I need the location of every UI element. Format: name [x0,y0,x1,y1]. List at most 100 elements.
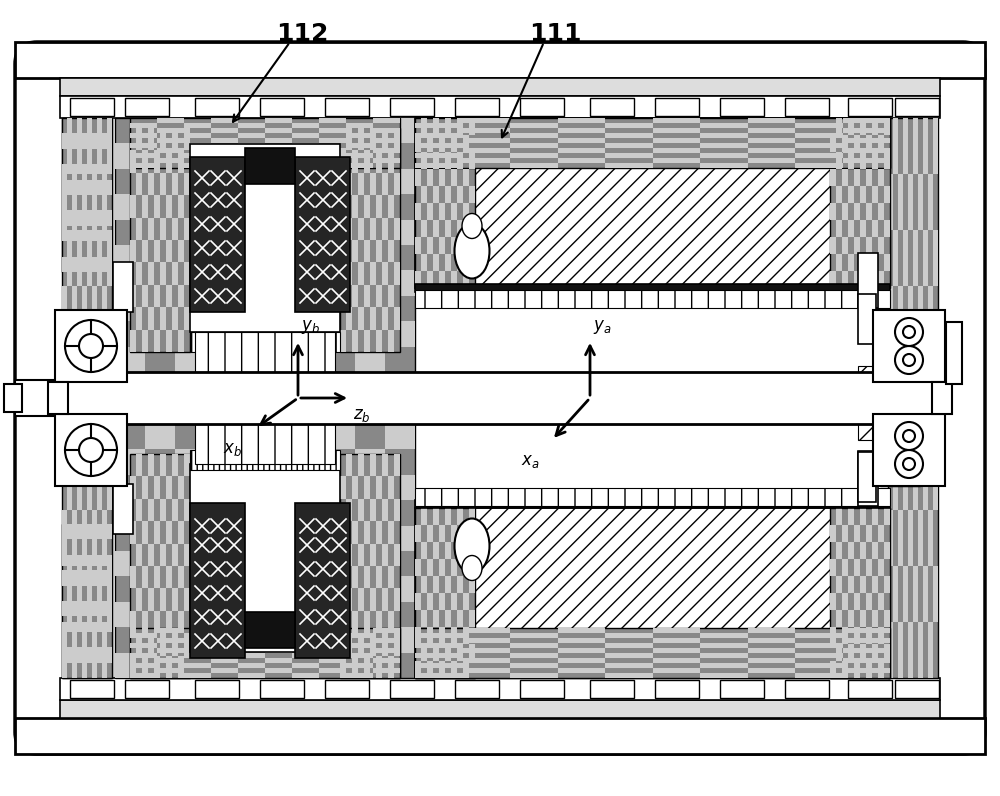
Bar [451,525,457,542]
Bar [352,240,358,263]
Bar [558,138,605,143]
Bar [352,521,358,544]
Bar [900,342,904,348]
Bar [558,158,605,163]
Bar [415,661,421,678]
Bar [115,500,145,525]
Bar [469,542,475,559]
Bar [415,118,475,288]
Bar [388,195,394,217]
Bar [370,499,376,521]
Bar [898,286,903,342]
Bar [102,164,107,180]
Bar [878,661,884,678]
Bar [102,226,107,241]
Bar [457,576,463,593]
Bar [860,576,866,593]
Bar [102,510,107,566]
Bar [830,627,836,644]
Bar [854,559,860,576]
Bar [848,680,892,698]
Bar [415,643,462,648]
Bar [120,402,400,422]
Bar [142,521,148,544]
Bar [373,158,400,163]
Bar [292,653,319,658]
Bar [67,586,72,601]
Bar [346,307,352,330]
Bar [346,653,373,658]
Bar [908,462,912,468]
Bar [97,118,102,134]
Bar [433,186,439,203]
Bar [433,152,439,169]
Bar [860,576,866,593]
Bar [896,324,900,330]
Bar [469,610,475,627]
Bar [319,658,346,663]
Bar [860,644,866,661]
Bar [830,237,836,254]
Bar [842,158,890,163]
Bar [295,143,325,169]
Bar [15,380,63,416]
Bar [62,510,67,566]
Bar [205,220,235,245]
Bar [854,661,860,678]
Bar [848,152,854,169]
Bar [292,153,319,158]
Bar [388,150,394,173]
Bar [836,508,842,525]
Bar [421,542,427,559]
Bar [67,566,72,622]
Text: $x_a$: $x_a$ [521,452,540,470]
Bar [415,237,421,254]
Bar [113,262,133,312]
Bar [394,633,400,656]
Bar [605,163,652,168]
Bar [427,627,433,644]
Bar [92,601,97,616]
Bar [842,593,848,610]
Bar [439,559,445,576]
Bar [160,173,166,195]
Bar [558,658,605,663]
Text: $y_a$: $y_a$ [593,318,612,336]
Bar [62,366,122,402]
Bar [295,346,325,372]
Bar [860,610,866,627]
Bar [295,602,325,627]
FancyBboxPatch shape [15,42,985,754]
Bar [795,663,842,668]
Bar [370,454,376,476]
Bar [97,555,102,570]
Bar [842,525,848,542]
Bar [433,542,439,559]
Bar [848,220,854,237]
Bar [385,627,415,653]
Ellipse shape [462,556,482,580]
Bar [145,322,175,346]
Bar [421,152,427,169]
Bar [605,143,652,148]
Bar [916,450,920,456]
Bar [376,195,382,217]
Bar [918,174,923,230]
Bar [652,118,700,123]
Bar [558,118,605,123]
Bar [884,508,890,525]
Bar [884,220,890,237]
Bar [107,454,112,510]
Bar [172,499,178,521]
Bar [463,271,469,288]
Bar [872,186,878,203]
Bar [866,559,872,576]
Bar [77,524,82,540]
Bar [884,186,890,203]
Bar [382,128,388,150]
Bar [854,593,860,610]
Bar [878,559,884,576]
Bar [884,450,888,456]
Bar [157,148,184,153]
Bar [125,680,169,698]
